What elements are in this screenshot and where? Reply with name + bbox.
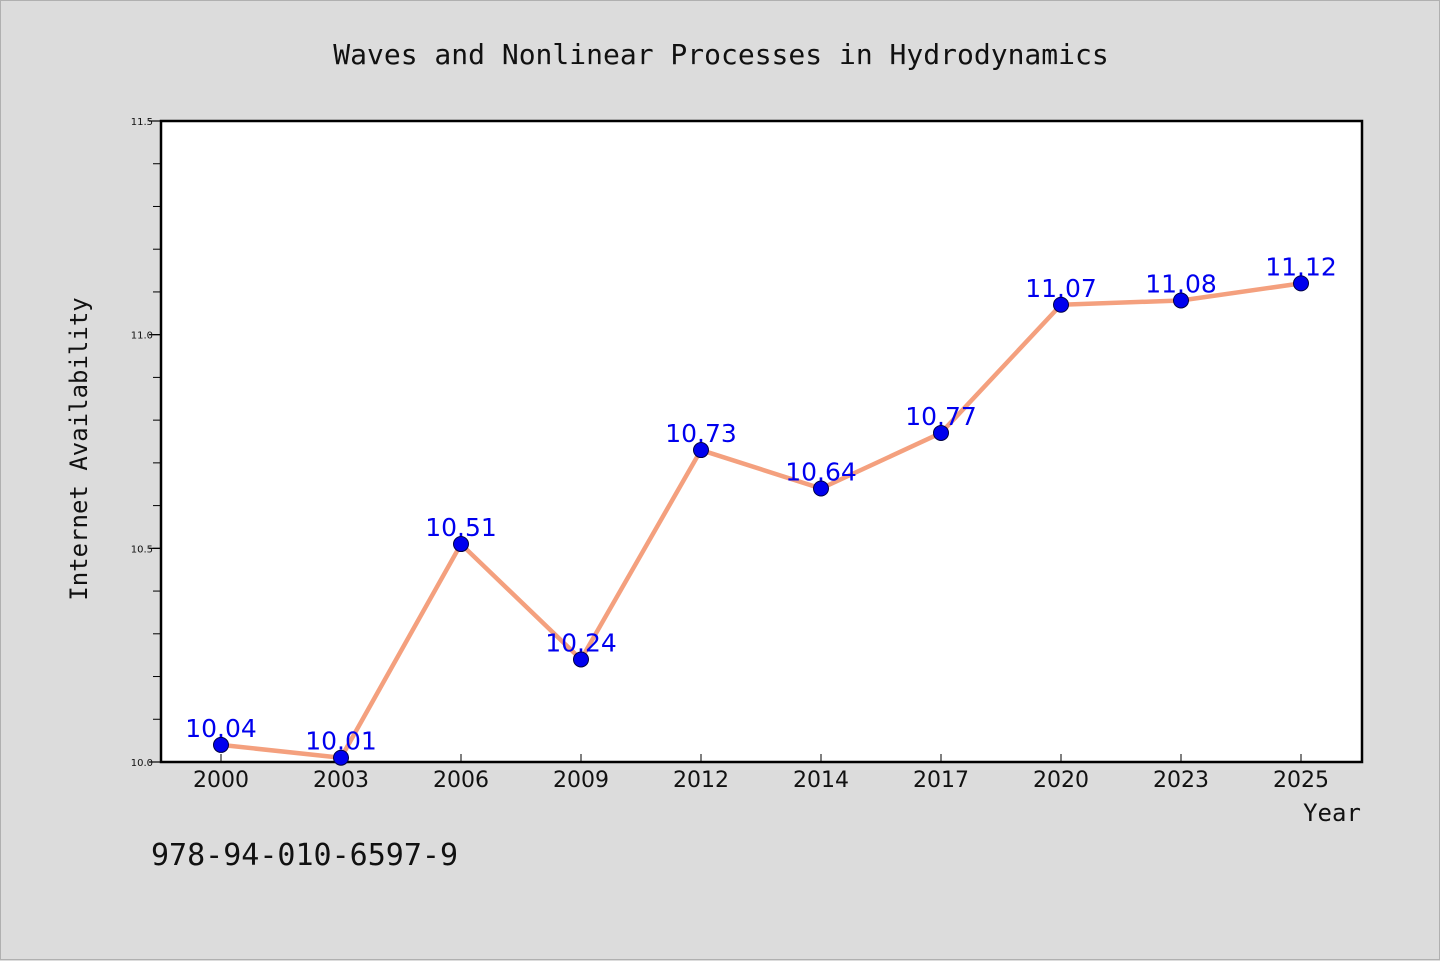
- data-label: 11.12: [1265, 252, 1337, 281]
- series-markers: [213, 275, 1309, 766]
- x-tick-label: 2020: [1033, 768, 1089, 793]
- data-point: [933, 424, 949, 441]
- isbn-text: 978-94-010-6597-9: [151, 838, 458, 873]
- x-axis: 2000 2003 2006 2009 2012 2014 2017 2020 2023 2025: [193, 754, 1329, 793]
- data-labels: 10.04 10.01 10.51 10.24 10.73 10.64 10.77 11.07…: [185, 252, 1337, 755]
- data-label: 10.73: [665, 419, 737, 448]
- y-tick-label: 10.5: [131, 544, 153, 555]
- y-tick-label: 11.0: [131, 331, 153, 342]
- data-label: 10.01: [305, 727, 377, 756]
- data-point: [813, 480, 829, 497]
- x-axis-label: Year: [1303, 799, 1361, 827]
- data-point: [213, 736, 229, 753]
- data-label: 10.24: [545, 628, 617, 657]
- x-tick-label: 2023: [1153, 768, 1209, 793]
- x-tick-label: 2006: [433, 768, 489, 793]
- y-tick-label: 11.5: [131, 117, 153, 128]
- data-label: 10.04: [185, 714, 257, 743]
- data-point: [693, 442, 709, 459]
- y-axis-label: Internet Availability: [65, 297, 93, 600]
- x-tick-label: 2025: [1273, 768, 1329, 793]
- y-tick-label: 10.0: [131, 758, 153, 769]
- data-point: [1053, 296, 1069, 313]
- data-label: 11.08: [1145, 269, 1217, 298]
- plot-area: [159, 119, 1364, 764]
- x-tick-label: 2009: [553, 768, 609, 793]
- series-line: [220, 281, 1302, 760]
- data-label: 11.07: [1025, 274, 1097, 303]
- data-point: [1293, 275, 1309, 292]
- data-point: [453, 536, 469, 553]
- data-point: [333, 749, 349, 766]
- data-label: 10.77: [905, 402, 977, 431]
- y-axis: 10.0 10.5 11.0 11.5: [131, 117, 161, 769]
- data-label: 10.64: [785, 458, 857, 487]
- x-tick-label: 2003: [313, 768, 369, 793]
- data-point: [1173, 292, 1189, 309]
- x-tick-label: 2017: [913, 768, 969, 793]
- data-label: 10.51: [425, 513, 497, 542]
- x-tick-label: 2014: [793, 768, 849, 793]
- chart-title: Waves and Nonlinear Processes in Hydrody…: [333, 38, 1108, 71]
- data-point: [573, 651, 589, 668]
- x-tick-label: 2000: [193, 768, 249, 793]
- series-polyline: [220, 281, 1302, 760]
- x-tick-label: 2012: [673, 768, 729, 793]
